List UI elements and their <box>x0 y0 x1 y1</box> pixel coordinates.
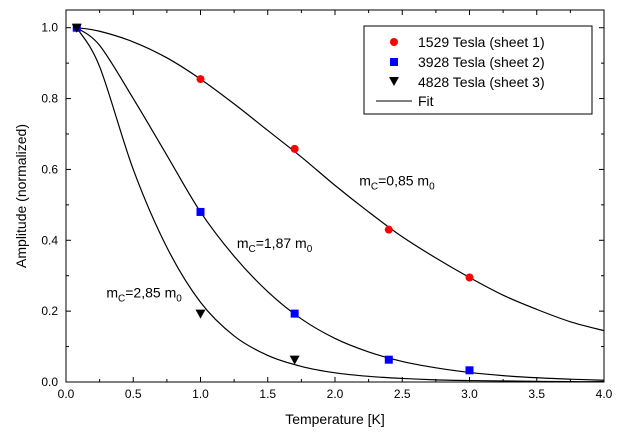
data-point-sheet2 <box>290 309 299 318</box>
x-tick-label: 3.0 <box>461 387 478 401</box>
data-point-sheet3 <box>289 355 300 365</box>
y-tick-label: 0.4 <box>41 233 58 247</box>
y-tick-label: 0.0 <box>41 375 58 389</box>
x-tick-label: 2.5 <box>394 387 411 401</box>
data-point-sheet3 <box>71 23 82 33</box>
legend-label-sheet1: 1529 Tesla (sheet 1) <box>418 34 545 50</box>
legend-label-sheet3: 4828 Tesla (sheet 3) <box>418 74 545 90</box>
mass-annotation-2: mC=1,87 m0 <box>237 235 313 255</box>
fit-curve-2 <box>76 27 605 381</box>
data-point-sheet1 <box>465 273 474 282</box>
mass-annotation-1: mC=0,85 m0 <box>359 172 435 192</box>
legend-label-fit: Fit <box>418 93 434 109</box>
x-tick-label: 4.0 <box>596 387 613 401</box>
fit-curve-1 <box>76 27 605 332</box>
x-tick-label: 0.5 <box>125 387 142 401</box>
data-points <box>71 23 474 375</box>
data-point-sheet2 <box>384 355 393 364</box>
data-point-sheet2 <box>465 366 474 375</box>
fit-curves <box>76 27 605 383</box>
data-point-sheet1 <box>196 75 205 84</box>
mass-annotations: mC=0,85 m0 mC=1,87 m0 mC=2,85 m0 <box>106 172 435 304</box>
legend-label-sheet2: 3928 Tesla (sheet 2) <box>418 54 545 70</box>
x-tick-label: 2.0 <box>327 387 344 401</box>
data-point-sheet1 <box>290 144 299 153</box>
x-tick-label: 1.0 <box>192 387 209 401</box>
x-tick-label: 0.0 <box>58 387 75 401</box>
legend: 1529 Tesla (sheet 1) 3928 Tesla (sheet 2… <box>363 25 593 115</box>
x-axis-ticks: 0.0 0.5 1.0 1.5 2.0 2.5 3.0 3.5 4.0 <box>58 10 613 401</box>
mass-annotation-3: mC=2,85 m0 <box>106 285 182 305</box>
y-tick-label: 1.0 <box>41 21 58 35</box>
x-axis-title: Temperature [K] <box>285 411 385 427</box>
data-point-sheet2 <box>196 207 205 216</box>
x-tick-label: 3.5 <box>528 387 545 401</box>
fit-curve-3 <box>76 27 605 383</box>
legend-marker-sheet2 <box>390 58 398 66</box>
legend-box <box>363 25 593 115</box>
y-axis-title: Amplitude (normalized) <box>13 124 29 268</box>
data-point-sheet1 <box>384 225 393 234</box>
legend-marker-sheet1 <box>390 38 398 46</box>
y-tick-label: 0.2 <box>41 304 58 318</box>
x-tick-label: 1.5 <box>259 387 276 401</box>
y-tick-label: 0.8 <box>41 92 58 106</box>
y-axis-ticks: 0.0 0.2 0.4 0.6 0.8 1.0 <box>41 21 604 389</box>
legend-marker-sheet3 <box>389 77 399 86</box>
data-point-sheet3 <box>195 309 206 319</box>
y-tick-label: 0.6 <box>41 162 58 176</box>
